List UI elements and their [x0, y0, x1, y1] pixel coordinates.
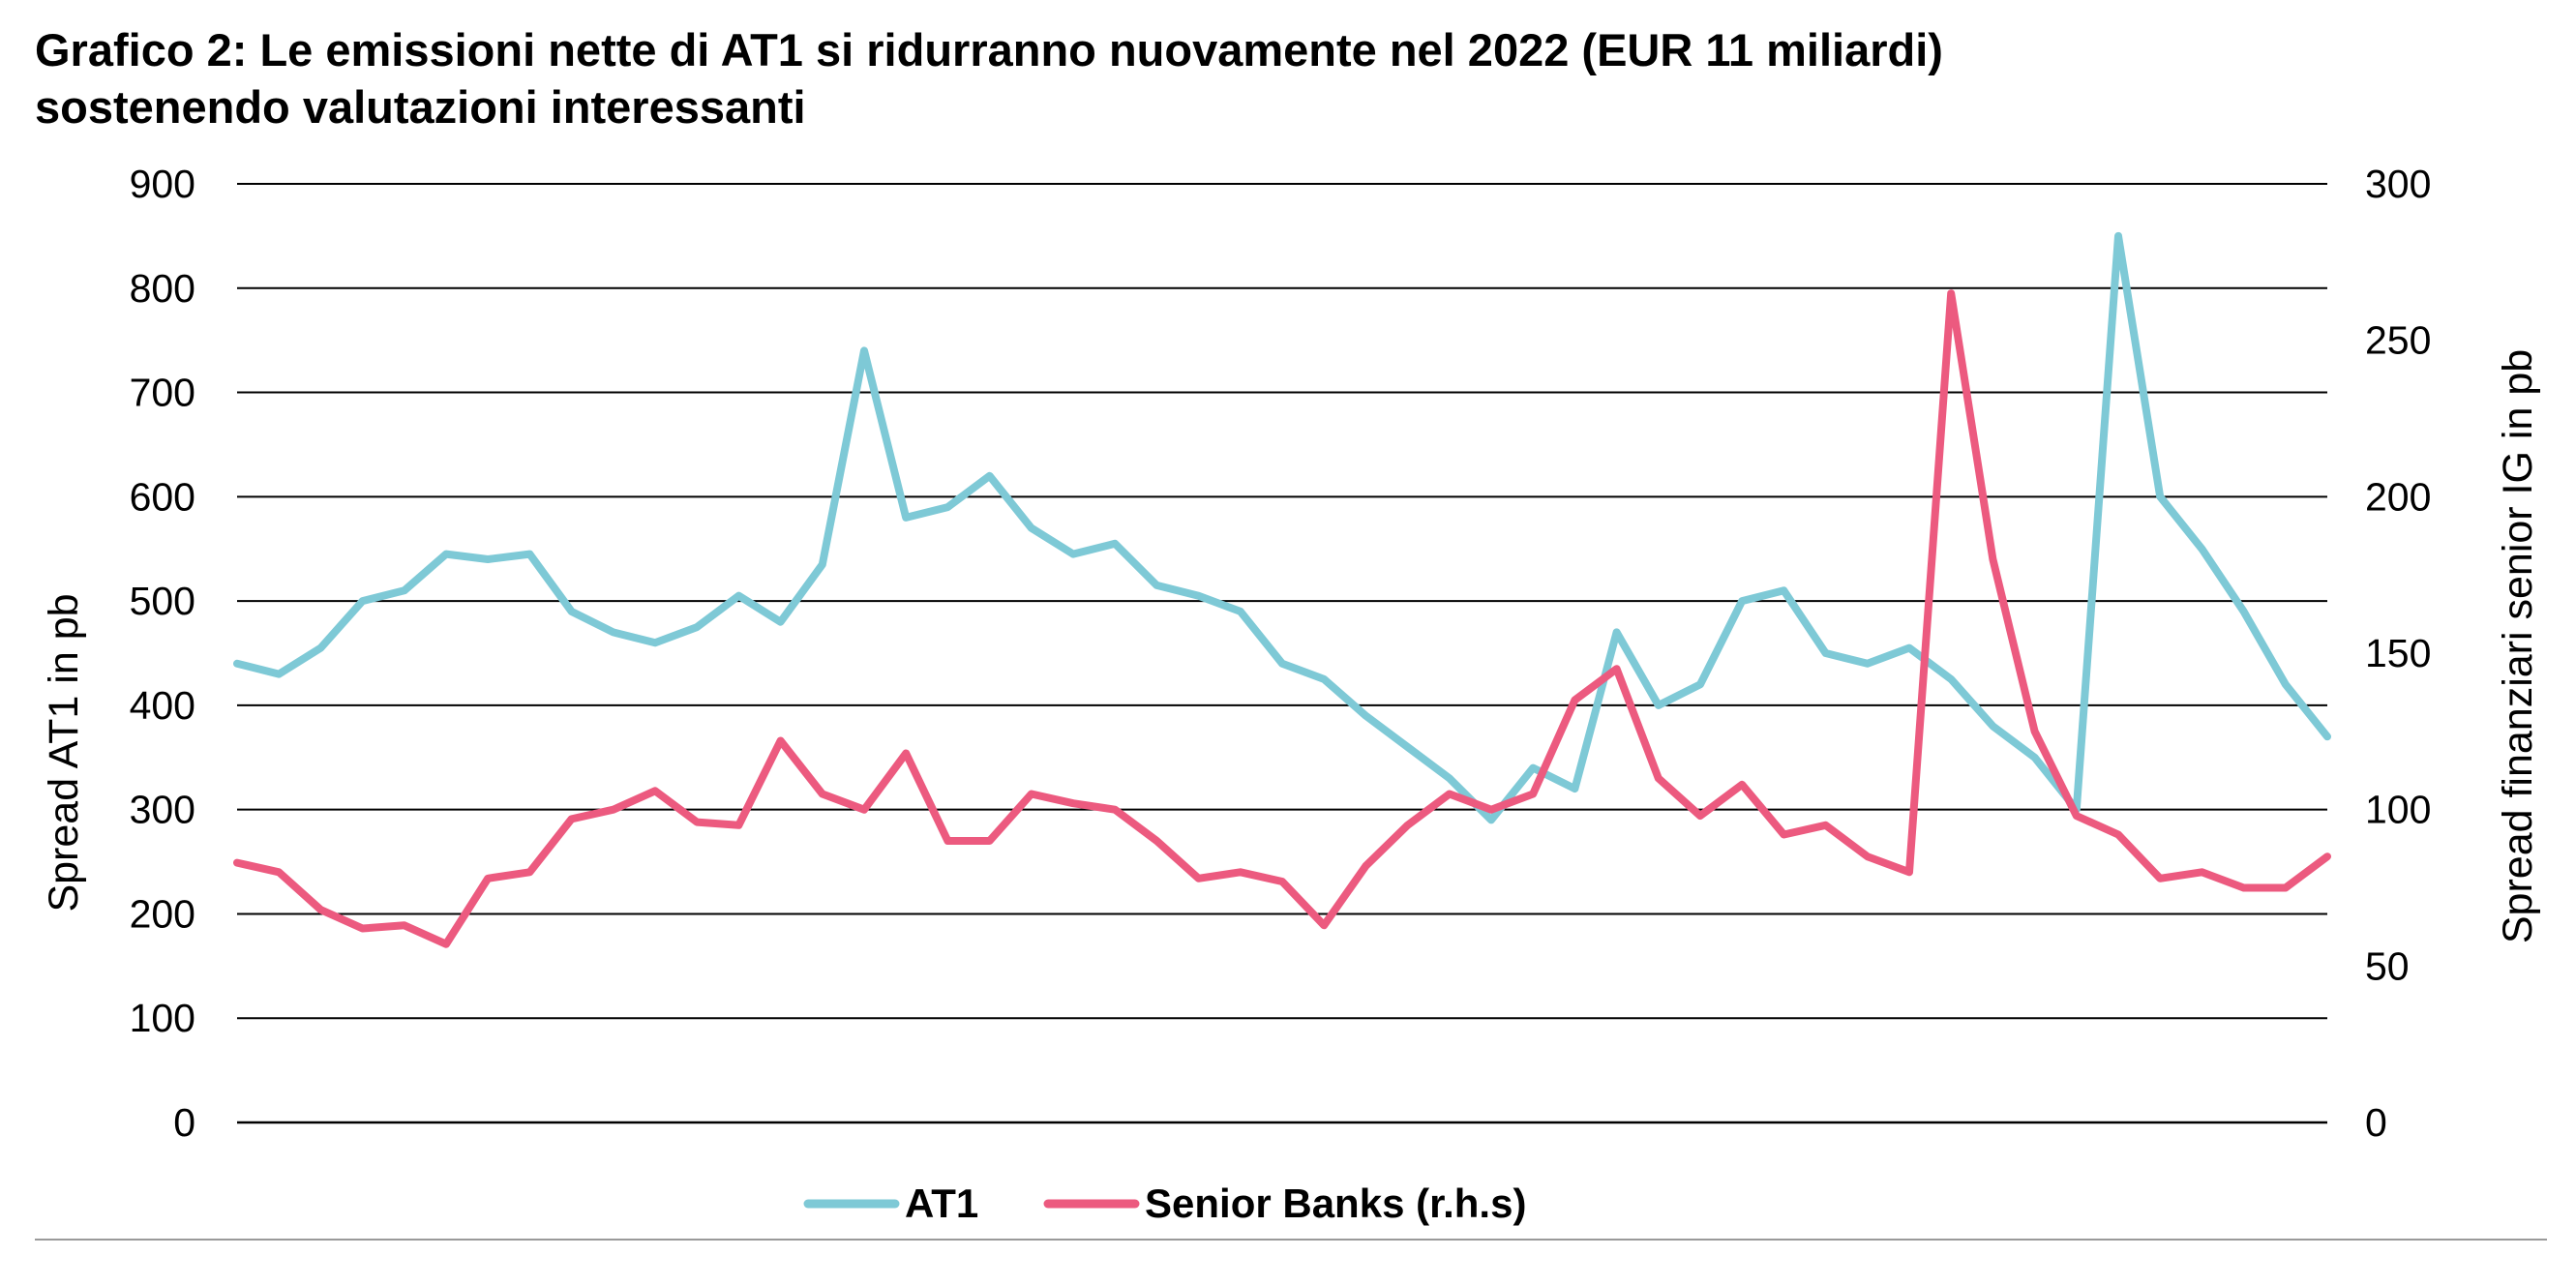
left-tick-label: 700: [130, 371, 195, 415]
horizontal-gridlines: [237, 183, 2327, 1124]
left-tick-label: 0: [173, 1100, 195, 1145]
right-axis-title: Spread finanziari senior IG in pb: [2495, 349, 2541, 943]
right-axis-tick-labels: 0 50 100 150 200 250 300: [2365, 162, 2431, 1145]
series-line-at1: [233, 231, 2331, 824]
right-tick-label: 0: [2365, 1100, 2387, 1145]
left-tick-label: 900: [130, 162, 195, 206]
right-tick-label: 250: [2365, 318, 2431, 363]
left-tick-label: 800: [130, 266, 195, 311]
legend-label-senior-banks: Senior Banks (r.h.s): [1145, 1181, 1526, 1226]
left-tick-label: 600: [130, 474, 195, 519]
right-tick-label: 200: [2365, 474, 2431, 519]
right-tick-label: 150: [2365, 631, 2431, 675]
right-tick-label: 50: [2365, 943, 2410, 988]
legend-label-at1: AT1: [905, 1181, 978, 1226]
left-tick-label: 500: [130, 579, 195, 623]
chart-title-line-1: Grafico 2: Le emissioni nette di AT1 si …: [35, 24, 1943, 75]
left-axis-tick-labels: 0 100 200 300 400 500 600 700 800 900: [130, 162, 195, 1145]
chart-title: Grafico 2: Le emissioni nette di AT1 si …: [35, 21, 2512, 135]
bottom-divider: [35, 1239, 2547, 1241]
chart-title-line-2: sostenendo valutazioni interessanti: [35, 81, 806, 133]
legend: AT1 Senior Banks (r.h.s): [803, 1181, 1526, 1226]
left-tick-label: 200: [130, 891, 195, 936]
series-lines: [233, 231, 2331, 948]
right-tick-label: 300: [2365, 162, 2431, 206]
left-axis-title: Spread AT1 in pb: [41, 593, 87, 912]
left-tick-label: 400: [130, 683, 195, 728]
series-line-senior-banks: [233, 289, 2331, 948]
left-tick-label: 300: [130, 788, 195, 832]
right-tick-label: 100: [2365, 788, 2431, 832]
left-tick-label: 100: [130, 996, 195, 1040]
